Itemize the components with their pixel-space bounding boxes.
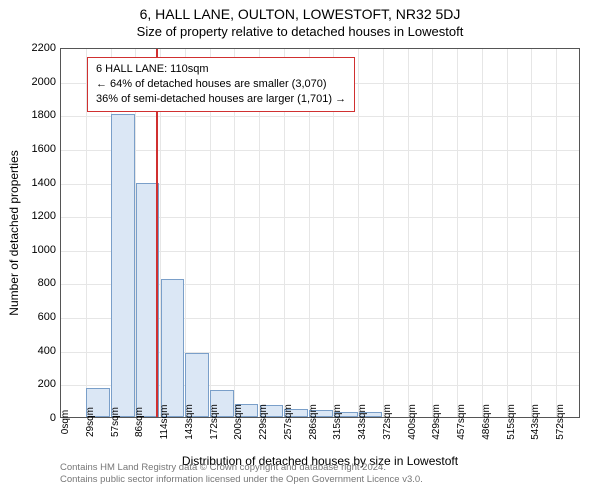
x-tick-label: 572sqm	[555, 404, 566, 440]
x-tick-label: 257sqm	[283, 404, 294, 440]
y-tick-label: 2000	[16, 76, 56, 88]
x-tick-label: 315sqm	[332, 404, 343, 440]
gridline-v	[457, 49, 458, 417]
marker-callout: 6 HALL LANE: 110sqm← 64% of detached hou…	[87, 57, 355, 112]
gridline-v	[482, 49, 483, 417]
histogram-bar	[111, 114, 135, 417]
x-tick-label: 143sqm	[184, 404, 195, 440]
y-tick-label: 1400	[16, 177, 56, 189]
gridline-v	[383, 49, 384, 417]
x-tick-label: 515sqm	[506, 404, 517, 440]
y-tick-label: 1800	[16, 109, 56, 121]
y-tick-label: 200	[16, 378, 56, 390]
x-tick-label: 429sqm	[431, 404, 442, 440]
x-tick-label: 86sqm	[134, 407, 145, 437]
plot-area: 6 HALL LANE: 110sqm← 64% of detached hou…	[60, 48, 580, 418]
x-tick-label: 172sqm	[209, 404, 220, 440]
y-tick-label: 1200	[16, 210, 56, 222]
x-tick-label: 343sqm	[357, 404, 368, 440]
gridline-v	[556, 49, 557, 417]
histogram-bar	[161, 279, 185, 417]
x-tick-label: 29sqm	[85, 407, 96, 437]
x-tick-label: 372sqm	[382, 404, 393, 440]
gridline-h	[61, 116, 579, 117]
x-tick-label: 543sqm	[530, 404, 541, 440]
footer-attribution: Contains HM Land Registry data © Crown c…	[60, 462, 423, 487]
x-tick-label: 114sqm	[159, 405, 170, 440]
y-axis-label: Number of detached properties	[7, 150, 21, 315]
x-tick-label: 400sqm	[407, 404, 418, 440]
footer-line: Contains public sector information licen…	[60, 474, 423, 486]
gridline-h	[61, 150, 579, 151]
page-subtitle: Size of property relative to detached ho…	[0, 24, 600, 39]
x-tick-label: 229sqm	[258, 404, 269, 440]
footer-line: Contains HM Land Registry data © Crown c…	[60, 462, 423, 474]
x-tick-label: 57sqm	[110, 407, 121, 437]
callout-line: 6 HALL LANE: 110sqm	[96, 62, 346, 77]
x-tick-label: 457sqm	[456, 404, 467, 440]
histogram-chart: Number of detached properties 6 HALL LAN…	[60, 48, 580, 418]
page-title: 6, HALL LANE, OULTON, LOWESTOFT, NR32 5D…	[0, 6, 600, 22]
callout-line: ← 64% of detached houses are smaller (3,…	[96, 77, 346, 92]
y-tick-label: 0	[16, 412, 56, 424]
gridline-v	[507, 49, 508, 417]
x-tick-label: 200sqm	[233, 404, 244, 440]
gridline-v	[432, 49, 433, 417]
y-tick-label: 800	[16, 277, 56, 289]
gridline-v	[358, 49, 359, 417]
x-tick-label: 286sqm	[308, 404, 319, 440]
x-tick-label: 0sqm	[60, 410, 71, 434]
y-tick-label: 1600	[16, 143, 56, 155]
y-tick-label: 2200	[16, 42, 56, 54]
gridline-v	[531, 49, 532, 417]
callout-line: 36% of semi-detached houses are larger (…	[96, 92, 346, 107]
x-tick-label: 486sqm	[481, 404, 492, 440]
gridline-v	[408, 49, 409, 417]
y-tick-label: 1000	[16, 244, 56, 256]
y-tick-label: 400	[16, 345, 56, 357]
y-tick-label: 600	[16, 311, 56, 323]
